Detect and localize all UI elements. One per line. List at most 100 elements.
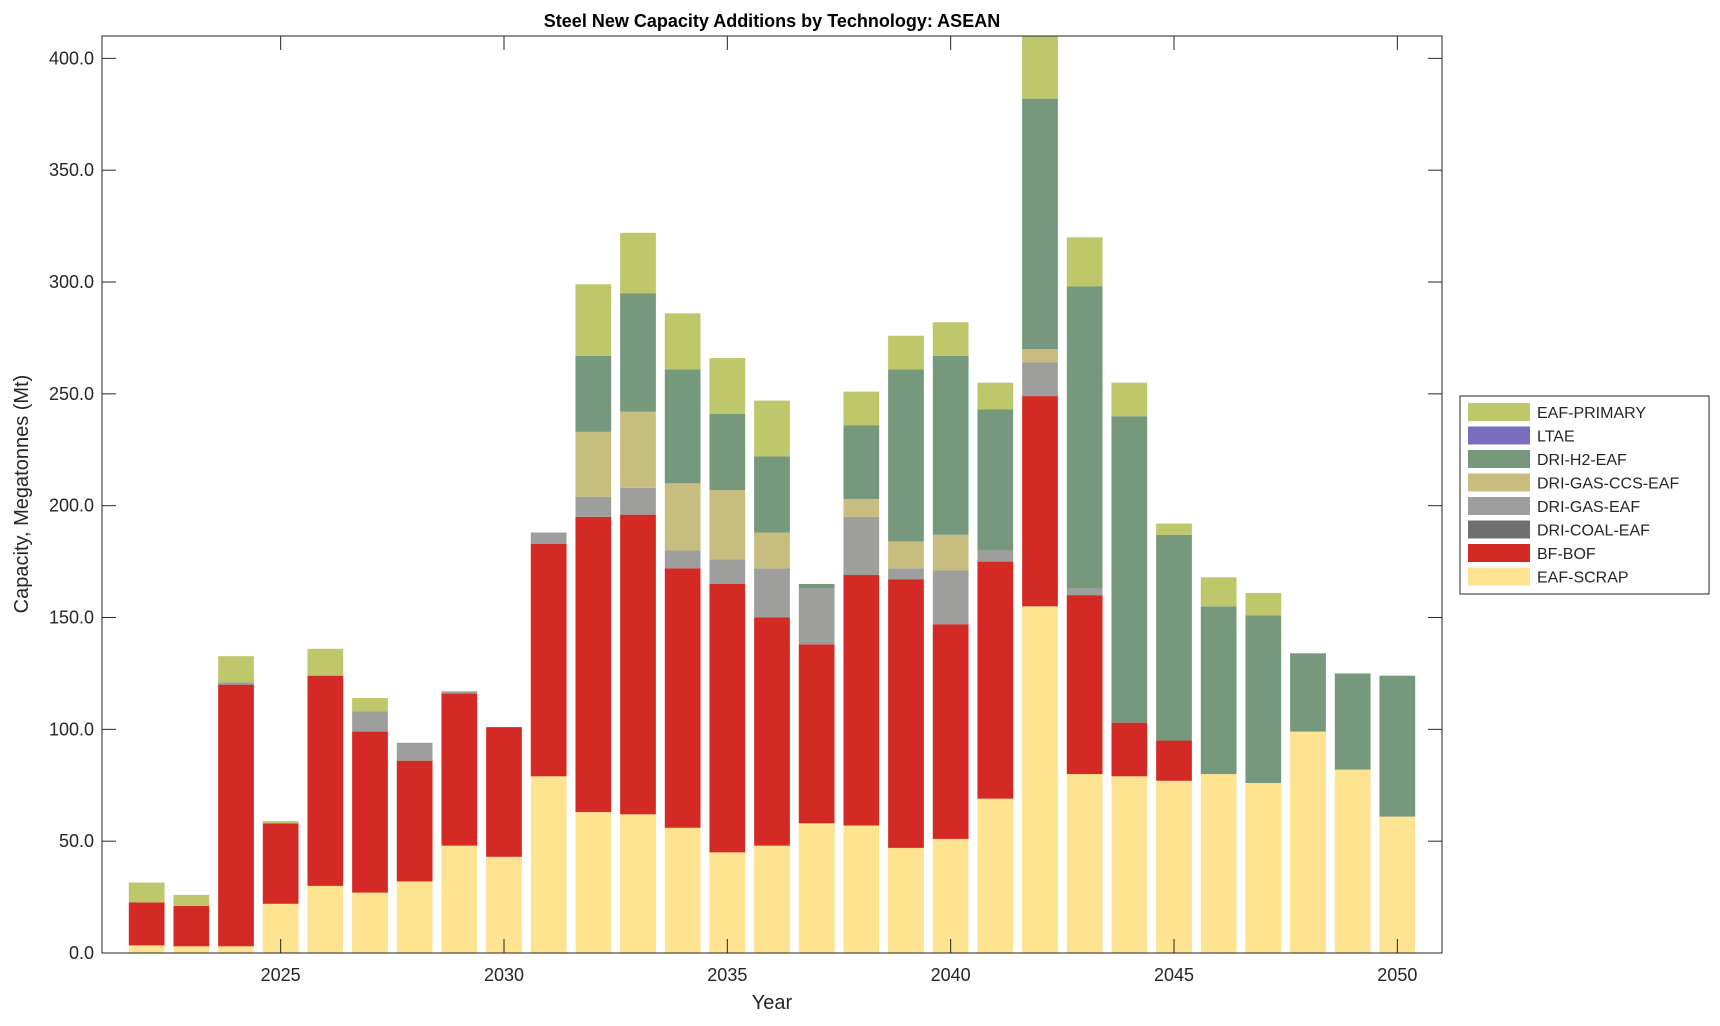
legend-swatch-dri-coal-eaf [1468,520,1530,539]
bar-segment-dri-gas-ccs-eaf-2035 [709,490,746,560]
bar-segment-bf-bof-2044 [1111,722,1148,777]
x-tick-label: 2030 [484,965,524,985]
bar-segment-dri-h2-eaf-2034 [664,369,701,484]
bar-segment-bf-bof-2027 [352,731,388,893]
legend: EAF-PRIMARY LTAE DRI-H2-EAF DRI-GAS-CCS-EAF… [1459,395,1710,595]
bar-segment-dri-gas-eaf-2031 [530,532,567,544]
x-tick-label: 2050 [1377,965,1417,985]
bar-segment-bf-bof-2031 [530,543,567,777]
y-tick-label: 400.0 [49,48,94,68]
bar-segment-eaf-primary-2022 [128,882,165,903]
legend-label: DRI-H2-EAF [1537,452,1627,469]
bars-group [128,36,1416,953]
bar-segment-bf-bof-2045 [1156,740,1192,781]
bar-segment-eaf-scrap-2024 [218,946,254,953]
bar-segment-bf-bof-2028 [396,760,433,882]
bar-segment-dri-h2-eaf-2041 [977,409,1014,551]
bar-segment-dri-h2-eaf-2038 [843,425,880,499]
bar-segment-eaf-primary-2025 [262,821,299,824]
y-tick-label: 350.0 [49,160,94,180]
bar-segment-dri-gas-eaf-2024 [218,682,254,685]
y-tick-label: 200.0 [49,496,94,516]
bar-segment-dri-h2-eaf-2049 [1334,673,1371,770]
bar-segment-dri-gas-eaf-2029 [441,691,478,694]
legend-swatch-bf-bof [1468,544,1530,562]
bar-segment-bf-bof-2038 [843,575,880,826]
bar-segment-dri-h2-eaf-2046 [1200,606,1237,775]
bar-segment-dri-gas-eaf-2038 [843,516,880,576]
legend-swatch-dri-gas-ccs-eaf [1468,473,1530,492]
bar-segment-dri-gas-eaf-2043 [1066,588,1103,596]
bar-segment-bf-bof-2037 [798,644,835,824]
x-axis-label: Year [752,992,793,1014]
bar-segment-dri-gas-eaf-2034 [664,550,701,569]
bar-segment-eaf-scrap-2048 [1290,731,1326,953]
bar-segment-dri-h2-eaf-2042 [1022,98,1058,350]
legend-swatch-dri-gas-eaf [1468,497,1530,515]
legend-label: EAF-SCRAP [1537,570,1629,587]
bar-segment-eaf-primary-2032 [575,284,612,356]
legend-label: DRI-COAL-EAF [1537,523,1650,540]
bar-segment-bf-bof-2022 [128,902,165,946]
bar-segment-eaf-scrap-2047 [1245,783,1282,953]
bar-segment-eaf-primary-2027 [352,698,388,712]
legend-label: LTAE [1537,429,1575,446]
bar-segment-dri-h2-eaf-2047 [1245,615,1282,784]
bar-segment-dri-gas-eaf-2040 [932,570,969,625]
bar-segment-dri-gas-ccs-eaf-2040 [932,534,969,571]
bar-segment-dri-h2-eaf-2033 [620,293,656,412]
bar-segment-eaf-primary-2047 [1245,592,1282,616]
x-tick-label: 2045 [1154,965,1194,985]
y-tick-label: 0.0 [69,943,94,963]
bar-segment-eaf-primary-2033 [620,232,656,294]
x-axis: 2025 2030 2035 2040 2045 2050 [261,36,1417,985]
bar-segment-eaf-primary-2026 [307,648,344,676]
legend-swatch-eaf-scrap [1468,567,1530,586]
bar-segment-dri-gas-ccs-eaf-2042 [1022,349,1058,363]
bar-segment-eaf-scrap-2028 [396,881,433,953]
bar-segment-eaf-primary-2035 [709,358,746,414]
bar-segment-eaf-scrap-2044 [1111,776,1148,953]
bar-segment-dri-h2-eaf-2036 [754,456,790,533]
bar-segment-eaf-primary-2024 [218,656,254,683]
bar-segment-bf-bof-2040 [932,624,969,839]
legend-box [1459,395,1710,595]
bar-segment-dri-gas-eaf-2035 [709,559,746,584]
bar-segment-dri-h2-eaf-2035 [709,413,746,491]
bar-segment-bf-bof-2033 [620,514,656,815]
y-axis: 0.0 50.0 100.0 150.0 200.0 250.0 300.0 350.0 400… [49,48,1442,963]
bar-segment-eaf-scrap-2050 [1379,816,1416,953]
bar-segment-bf-bof-2030 [486,727,522,857]
bar-segment-eaf-scrap-2041 [977,798,1014,953]
bar-segment-dri-gas-eaf-2033 [620,487,656,515]
bar-segment-dri-gas-eaf-2036 [754,568,790,618]
legend-label: BF-BOF [1537,546,1596,563]
bar-segment-dri-h2-eaf-2045 [1156,534,1192,741]
bar-segment-dri-h2-eaf-2050 [1379,675,1416,817]
bar-segment-eaf-primary-2023 [173,894,210,907]
bar-segment-eaf-scrap-2035 [709,852,746,953]
bar-segment-bf-bof-2042 [1022,396,1058,607]
bar-segment-eaf-scrap-2039 [888,847,924,953]
bar-segment-eaf-scrap-2026 [307,885,344,953]
bar-segment-eaf-primary-2036 [754,400,790,457]
bar-segment-eaf-scrap-2046 [1200,774,1237,953]
legend-label: DRI-GAS-CCS-EAF [1537,476,1679,493]
bar-segment-dri-gas-ccs-eaf-2038 [843,498,880,517]
bar-segment-bf-bof-2035 [709,583,746,853]
bar-segment-bf-bof-2041 [977,561,1014,799]
x-tick-label: 2040 [931,965,971,985]
bar-segment-dri-gas-ccs-eaf-2036 [754,532,790,569]
bar-segment-dri-h2-eaf-2043 [1066,286,1103,589]
bar-segment-eaf-scrap-2038 [843,825,880,953]
plot-area-frame [101,35,1443,954]
bar-segment-dri-gas-eaf-2037 [798,588,835,645]
bar-segment-dri-gas-eaf-2028 [396,742,433,761]
bar-segment-eaf-primary-2040 [932,322,969,356]
bar-segment-eaf-primary-2038 [843,391,880,426]
bar-segment-bf-bof-2025 [262,823,299,904]
bar-segment-dri-h2-eaf-2044 [1111,416,1148,723]
bar-segment-eaf-scrap-2034 [664,827,701,953]
bar-segment-dri-gas-ccs-eaf-2033 [620,411,656,488]
y-axis-label: Capacity, Megatonnes (Mt) [11,375,33,614]
